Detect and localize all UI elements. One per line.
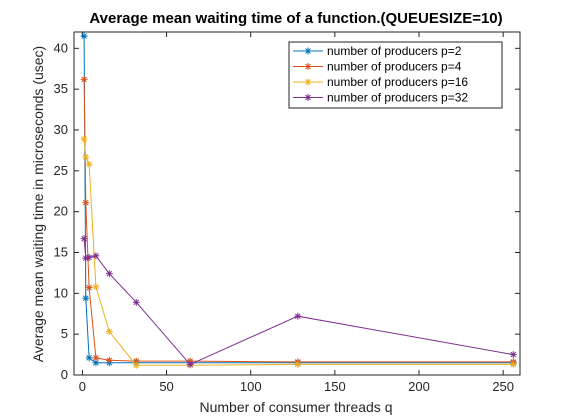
legend-marker bbox=[304, 47, 312, 55]
data-point bbox=[509, 360, 517, 368]
data-point bbox=[132, 298, 140, 306]
legend-label: number of producers p=4 bbox=[327, 60, 462, 74]
x-tick-label: 250 bbox=[492, 379, 514, 394]
legend-marker bbox=[304, 63, 312, 70]
x-tick-label: 50 bbox=[159, 379, 173, 394]
data-point bbox=[82, 294, 90, 302]
data-point bbox=[92, 359, 100, 367]
y-axis: 0 5 10 15 20 25 30 35 40 bbox=[54, 40, 520, 382]
data-point bbox=[85, 354, 93, 362]
y-tick-label: 15 bbox=[54, 245, 68, 260]
data-point bbox=[92, 283, 100, 291]
x-tick-label: 100 bbox=[240, 379, 262, 394]
data-point bbox=[186, 360, 194, 368]
data-point bbox=[85, 160, 93, 168]
legend-item: number of producers p=4 bbox=[293, 60, 462, 74]
data-point bbox=[80, 135, 88, 143]
series-4 bbox=[80, 235, 517, 368]
data-point bbox=[105, 328, 113, 336]
y-axis-label: Average mean waiting time in microsecond… bbox=[30, 46, 46, 362]
x-tick-label: 150 bbox=[324, 379, 346, 394]
y-tick-label: 40 bbox=[54, 40, 68, 55]
data-point bbox=[85, 253, 93, 261]
y-tick-label: 20 bbox=[54, 204, 68, 219]
legend-label: number of producers p=32 bbox=[327, 91, 468, 105]
series-3 bbox=[80, 135, 517, 369]
y-tick-label: 30 bbox=[54, 122, 68, 137]
data-point bbox=[82, 199, 90, 207]
data-point bbox=[294, 312, 302, 320]
data-point bbox=[92, 354, 100, 362]
legend-label: number of producers p=2 bbox=[327, 44, 462, 58]
data-point bbox=[82, 153, 90, 161]
y-tick-label: 25 bbox=[54, 163, 68, 178]
data-point bbox=[294, 360, 302, 368]
y-tick-label: 5 bbox=[61, 326, 68, 341]
data-point bbox=[80, 32, 88, 40]
legend-marker bbox=[304, 94, 312, 101]
data-point bbox=[80, 75, 88, 83]
y-tick-label: 0 bbox=[61, 367, 68, 382]
legend: number of producers p=2 number of produce… bbox=[288, 41, 503, 109]
x-axis-label: Number of consumer threads q bbox=[200, 399, 393, 415]
chart-title: Average mean waiting time of a function.… bbox=[89, 10, 502, 27]
data-point bbox=[85, 284, 93, 292]
y-tick-label: 35 bbox=[54, 81, 68, 96]
data-point bbox=[92, 252, 100, 260]
x-tick-label: 0 bbox=[79, 379, 86, 394]
series-layer bbox=[80, 32, 517, 369]
legend-label: number of producers p=16 bbox=[327, 75, 468, 89]
data-point bbox=[105, 270, 113, 278]
data-point bbox=[509, 351, 517, 359]
legend-item: number of producers p=16 bbox=[293, 75, 468, 89]
data-point bbox=[80, 235, 88, 243]
x-tick-label: 200 bbox=[408, 379, 430, 394]
data-point bbox=[105, 356, 113, 364]
legend-item: number of producers p=32 bbox=[293, 91, 468, 105]
legend-marker bbox=[304, 78, 312, 86]
legend-item: number of producers p=2 bbox=[293, 44, 462, 58]
x-axis: 0 50 100 150 200 250 bbox=[79, 32, 514, 394]
data-point bbox=[132, 361, 140, 369]
y-tick-label: 10 bbox=[54, 285, 68, 300]
legend-box bbox=[288, 41, 503, 109]
